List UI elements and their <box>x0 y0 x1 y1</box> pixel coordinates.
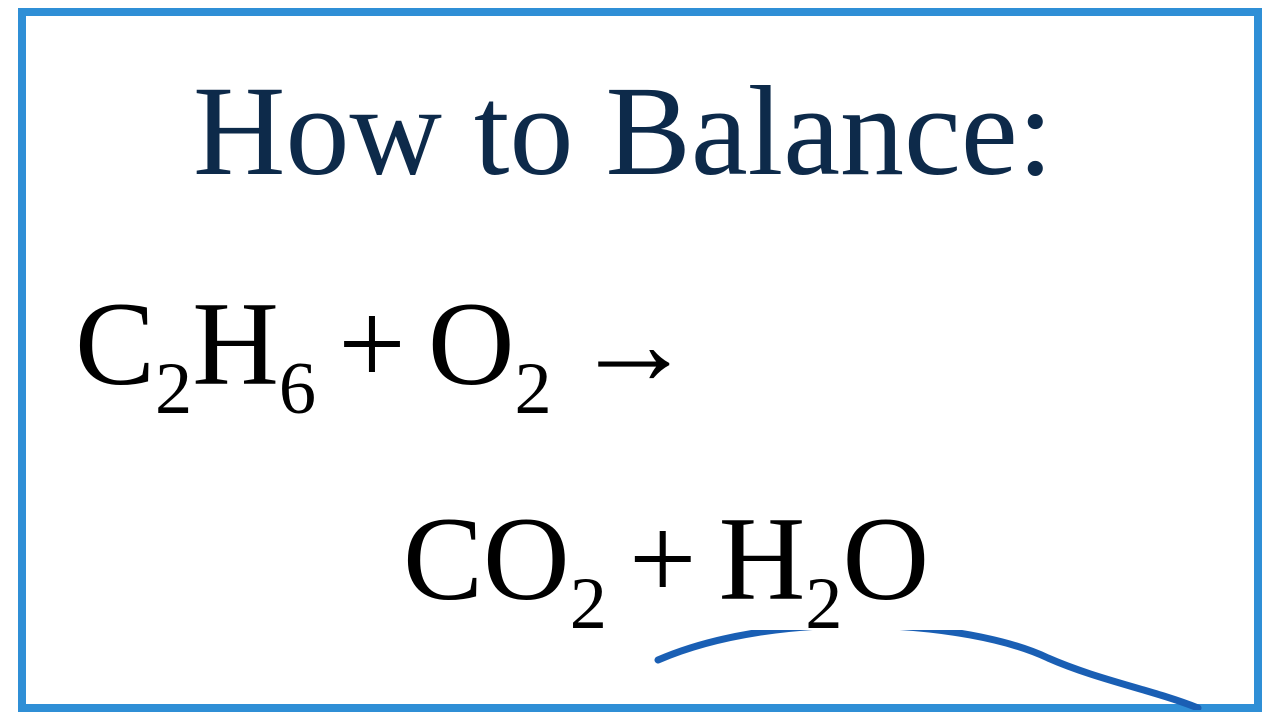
page-title: How to Balance: <box>193 58 1053 205</box>
underline-swoosh <box>648 630 1208 710</box>
molecule-subscript: 6 <box>279 348 316 430</box>
molecule-base: H <box>719 492 806 625</box>
molecule-subscript: 2 <box>570 563 607 645</box>
molecule-base: O <box>428 277 515 410</box>
molecule-subscript: 2 <box>514 348 551 430</box>
molecule-o2: O2 <box>428 277 552 410</box>
molecule-subscript: 2 <box>155 348 192 430</box>
molecule-co2: CO2 <box>403 492 607 625</box>
molecule-base: H <box>192 277 279 410</box>
molecule-o: O <box>842 492 929 625</box>
molecule-h2: H2 <box>719 492 843 625</box>
plus-operator: + <box>338 275 406 413</box>
molecule-c2: C2 <box>75 277 192 410</box>
molecule-base: O <box>842 492 929 625</box>
reaction-arrow: → <box>574 275 694 413</box>
molecule-base: CO <box>403 492 570 625</box>
equation-reactants-line: C2H6+O2→ <box>75 275 694 428</box>
plus-operator: + <box>629 490 697 628</box>
molecule-base: C <box>75 277 155 410</box>
molecule-h6: H6 <box>192 277 316 410</box>
equation-products-line: CO2+H2O <box>403 490 929 643</box>
